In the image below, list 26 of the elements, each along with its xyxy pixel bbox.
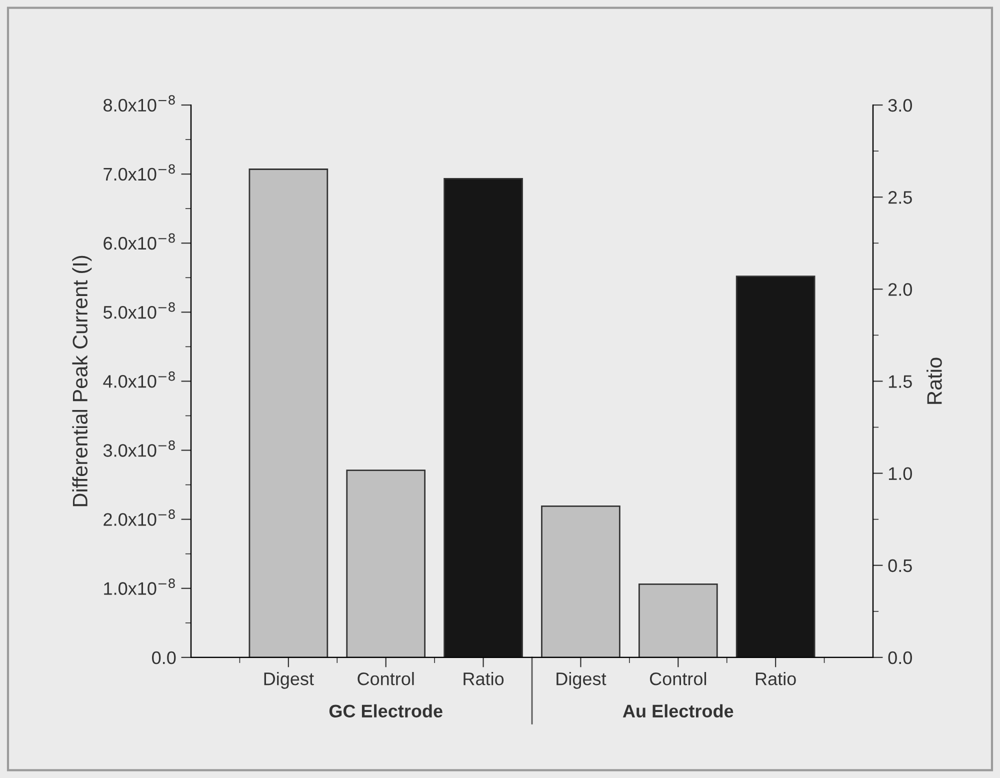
y2-tick-label: 1.0	[888, 467, 912, 480]
x-tick-label: Digest	[556, 672, 606, 689]
y-tick-label: 6.0x10$^{−8}$	[104, 233, 175, 250]
y2-tick-label: 0.0	[888, 651, 912, 664]
y-tick-label: 3.0x10$^{−8}$	[103, 440, 175, 457]
y-tick-label: 1.0x10$^{−8}$	[104, 578, 175, 595]
y-axis-title: Differential Peak Current (I)	[72, 256, 92, 506]
x-tick-label: Control	[358, 672, 414, 686]
y2-tick-label: 0.5	[888, 559, 912, 572]
y2-tick-label: 2.5	[888, 191, 912, 204]
y-tick-label: 5.0x10$^{−8}$	[103, 302, 175, 319]
y2-tick-label: 3.0	[888, 98, 912, 112]
x-tick-label: Ratio	[464, 672, 504, 686]
x-tick-label: Control	[650, 672, 706, 686]
x-tick-label: Digest	[264, 672, 314, 689]
y-tick-label: 4.0x10$^{−8}$	[103, 371, 175, 388]
text: GC Electrode	[329, 704, 442, 718]
y-tick-label: 8.0x10$^{−8}$	[104, 95, 175, 112]
y-tick-label: 0.0	[152, 651, 176, 664]
x-tick-label: Ratio	[756, 672, 796, 686]
text: Au Electrode	[622, 704, 734, 718]
y2-axis-title: Ratio	[926, 358, 942, 404]
y-tick-label: 2.0x10$^{−8}$	[104, 509, 175, 526]
y-tick-label: 7.0x10$^{−8}$	[104, 164, 175, 181]
y2-tick-label: 2.0	[888, 283, 912, 296]
y2-tick-label: 1.5	[888, 375, 912, 388]
